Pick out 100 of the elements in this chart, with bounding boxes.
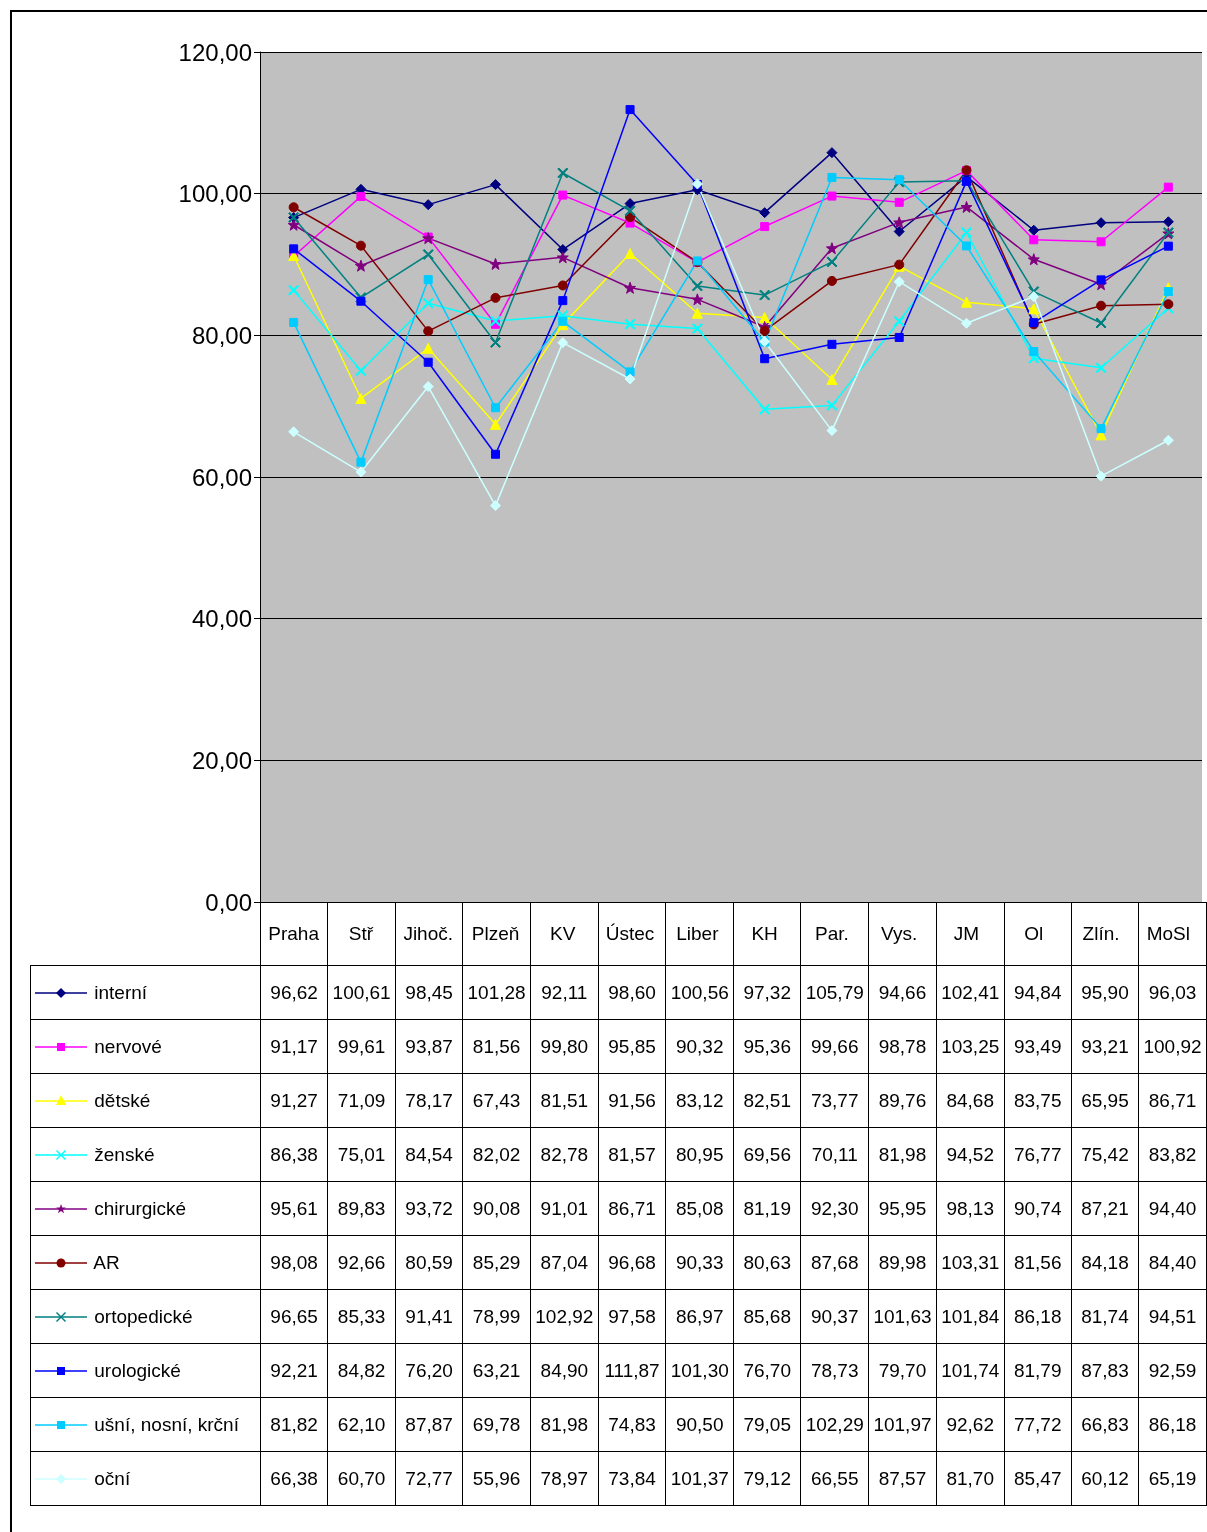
data-label: 89,98: [868, 1235, 937, 1290]
data-label: 85,68: [733, 1289, 801, 1344]
data-label: 96,62: [260, 965, 328, 1020]
data-label: 97,32: [733, 965, 801, 1020]
data-label: 73,77: [800, 1073, 869, 1128]
data-label: 81,19: [733, 1181, 801, 1236]
data-label: 94,40: [1138, 1181, 1207, 1236]
data-label: 96,68: [598, 1235, 666, 1290]
data-label: 60,12: [1071, 1451, 1139, 1506]
data-label: 78,97: [530, 1451, 599, 1506]
x-tick-label: Liber: [676, 923, 720, 944]
data-label: 84,68: [936, 1073, 1005, 1128]
data-label: 87,68: [800, 1235, 869, 1290]
data-label: 86,97: [665, 1289, 734, 1344]
data-label: 99,61: [327, 1019, 396, 1074]
data-label: 67,43: [462, 1073, 531, 1128]
x-tick-label: Jihoč.: [403, 923, 454, 944]
data-label: 90,37: [800, 1289, 869, 1344]
data-label: 86,71: [1138, 1073, 1207, 1128]
data-label: 95,36: [733, 1019, 801, 1074]
data-label: 65,95: [1071, 1073, 1139, 1128]
data-label: 90,08: [462, 1181, 531, 1236]
data-label: 82,51: [733, 1073, 801, 1128]
data-label: 85,47: [1004, 1451, 1072, 1506]
data-label: 66,83: [1071, 1397, 1139, 1452]
data-label: 75,01: [327, 1127, 396, 1182]
data-label: 101,30: [665, 1343, 734, 1398]
data-label: 81,70: [936, 1451, 1005, 1506]
data-label: 94,51: [1138, 1289, 1207, 1344]
data-label: 83,12: [665, 1073, 734, 1128]
data-label: 102,29: [800, 1397, 869, 1452]
data-label: 81,82: [260, 1397, 328, 1452]
data-label: 94,84: [1004, 965, 1072, 1020]
data-label: 103,25: [936, 1019, 1005, 1074]
y-tick-label: 20,00: [191, 746, 252, 774]
data-label: 101,74: [936, 1343, 1005, 1398]
data-label: 62,10: [327, 1397, 396, 1452]
data-label: 98,60: [598, 965, 666, 1020]
data-label: 60,70: [327, 1451, 396, 1506]
data-label: 95,95: [868, 1181, 937, 1236]
data-label: 101,97: [868, 1397, 937, 1452]
legend-label: ušní, nosní, krční: [93, 1413, 239, 1435]
y-tick-label: 40,00: [191, 605, 252, 633]
data-label: 83,75: [1004, 1073, 1072, 1128]
y-tick-label: 0,00: [205, 888, 252, 916]
data-label: 84,54: [395, 1127, 463, 1182]
data-label: 86,18: [1004, 1289, 1072, 1344]
data-label: 76,77: [1004, 1127, 1072, 1182]
data-label: 81,98: [868, 1127, 937, 1182]
data-label: 89,76: [868, 1073, 937, 1128]
data-label: 89,83: [327, 1181, 396, 1236]
data-label: 105,79: [800, 965, 869, 1020]
data-label: 71,09: [327, 1073, 396, 1128]
data-label: 82,02: [462, 1127, 531, 1182]
data-label: 78,99: [462, 1289, 531, 1344]
data-label: 84,18: [1071, 1235, 1139, 1290]
data-label: 90,74: [1004, 1181, 1072, 1236]
data-label: 81,51: [530, 1073, 599, 1128]
legend-label: ženské: [93, 1143, 155, 1165]
data-label: 87,21: [1071, 1181, 1139, 1236]
x-tick-label: JM: [953, 923, 980, 944]
data-label: 79,70: [868, 1343, 937, 1398]
data-label: 92,11: [530, 965, 599, 1020]
data-label: 74,83: [598, 1397, 666, 1452]
data-label: 100,92: [1138, 1019, 1207, 1074]
data-label: 92,66: [327, 1235, 396, 1290]
data-label: 87,04: [530, 1235, 599, 1290]
data-label: 79,05: [733, 1397, 801, 1452]
data-label: 86,18: [1138, 1397, 1207, 1452]
data-label: 91,56: [598, 1073, 666, 1128]
x-tick-label: Par.: [815, 923, 849, 944]
y-tick-label: 120,00: [178, 38, 252, 66]
data-label: 78,73: [800, 1343, 869, 1398]
data-label: 101,84: [936, 1289, 1005, 1344]
data-label: 66,38: [260, 1451, 328, 1506]
data-label: 66,55: [800, 1451, 869, 1506]
data-label: 92,21: [260, 1343, 328, 1398]
data-label: 92,59: [1138, 1343, 1207, 1398]
x-tick-label: Plzeň: [471, 923, 520, 944]
data-label: 95,61: [260, 1181, 328, 1236]
legend-label: ortopedické: [93, 1305, 193, 1327]
data-label: 81,79: [1004, 1343, 1072, 1398]
data-label: 102,41: [936, 965, 1005, 1020]
legend-label: nervové: [93, 1035, 162, 1057]
data-label: 93,87: [395, 1019, 463, 1074]
data-label: 95,90: [1071, 965, 1139, 1020]
data-label: 69,56: [733, 1127, 801, 1182]
data-label: 55,96: [462, 1451, 531, 1506]
data-label: 84,90: [530, 1343, 599, 1398]
x-tick-label: Zlín.: [1082, 923, 1120, 944]
data-label: 93,72: [395, 1181, 463, 1236]
data-label: 95,85: [598, 1019, 666, 1074]
data-label: 87,57: [868, 1451, 937, 1506]
data-label: 101,63: [868, 1289, 937, 1344]
data-label: 87,87: [395, 1397, 463, 1452]
data-label: 80,95: [665, 1127, 734, 1182]
data-label: 86,38: [260, 1127, 328, 1182]
data-label: 84,82: [327, 1343, 396, 1398]
data-label: 90,32: [665, 1019, 734, 1074]
data-label: 69,78: [462, 1397, 531, 1452]
